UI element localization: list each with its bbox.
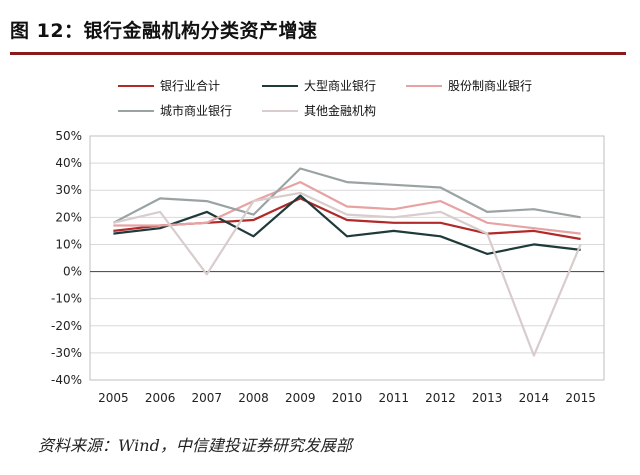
legend-label-4: 其他金融机构 <box>304 104 377 118</box>
x-tick-label: 2011 <box>378 391 409 405</box>
figure-title: 图 12：银行金融机构分类资产增速 <box>10 20 318 42</box>
x-tick-label: 2012 <box>425 391 456 405</box>
legend-label-3: 城市商业银行 <box>160 104 233 118</box>
legend-label-1: 大型商业银行 <box>304 79 377 93</box>
y-tick-label: -10% <box>51 292 82 306</box>
legend-swatch-0 <box>118 84 154 87</box>
y-tick-label: 10% <box>55 237 82 251</box>
x-tick-label: 2013 <box>472 391 503 405</box>
y-tick-label: 0% <box>63 265 82 279</box>
legend-swatch-4 <box>262 109 298 112</box>
y-tick-label: 30% <box>55 183 82 197</box>
series-line-4 <box>113 191 582 357</box>
y-tick-label: 50% <box>55 129 82 143</box>
legend-item-1: 大型商业银行 <box>262 77 376 94</box>
x-tick-label: 2015 <box>565 391 596 405</box>
title-divider <box>10 52 626 55</box>
series-line-2 <box>113 181 581 235</box>
plot-frame <box>89 135 605 381</box>
legend-item-0: 银行业合计 <box>118 77 220 94</box>
legend-swatch-2 <box>406 84 442 87</box>
x-tick-label: 2014 <box>519 391 550 405</box>
y-tick-label: -40% <box>51 373 82 387</box>
x-tick-label: 2006 <box>145 391 176 405</box>
legend-label-0: 银行业合计 <box>160 79 221 93</box>
chart-legend: 银行业合计 大型商业银行 股份制商业银行 城市商业银行 其他金融机构 <box>0 0 640 130</box>
y-tick-label: -30% <box>51 346 82 360</box>
series-line-1 <box>113 194 581 255</box>
series-line-0 <box>113 197 581 241</box>
x-tick-label: 2007 <box>192 391 223 405</box>
x-tick-label: 2008 <box>238 391 269 405</box>
y-tick-label: -20% <box>51 319 82 333</box>
series-line-3 <box>112 167 581 224</box>
y-tick-label: 20% <box>55 210 82 224</box>
x-tick-label: 2010 <box>332 391 363 405</box>
x-tick-label: 2009 <box>285 391 316 405</box>
legend-item-4: 其他金融机构 <box>262 102 376 119</box>
legend-item-3: 城市商业银行 <box>118 102 232 119</box>
x-tick-label: 2005 <box>98 391 129 405</box>
y-tick-label: 40% <box>55 156 82 170</box>
legend-swatch-1 <box>262 84 298 87</box>
legend-label-2: 股份制商业银行 <box>448 79 533 93</box>
source-note: 资料来源：Wind，中信建投证券研究发展部 <box>38 436 352 455</box>
legend-swatch-3 <box>118 109 154 112</box>
legend-item-2: 股份制商业银行 <box>406 77 532 94</box>
